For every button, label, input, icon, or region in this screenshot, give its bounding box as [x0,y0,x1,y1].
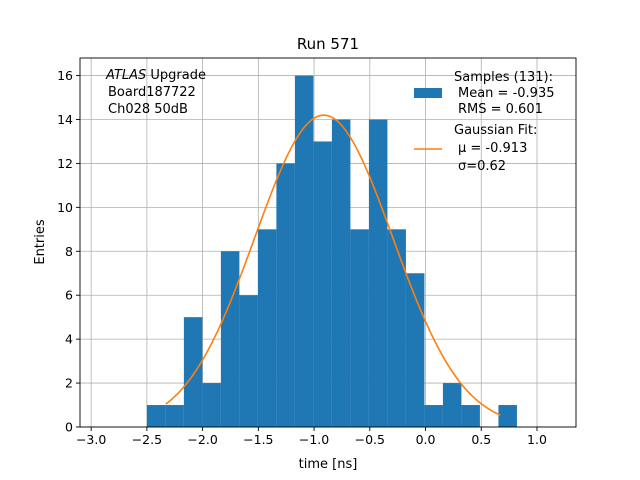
x-tick-label: −3.0 [76,432,106,447]
legend-bars-swatch [414,88,442,98]
y-tick-label: 4 [65,332,73,347]
histogram-bar [387,229,406,427]
x-tick-label: −1.0 [299,432,329,447]
legend: Samples (131): Mean = -0.935 RMS = 0.601… [414,70,554,174]
histogram-bar [165,405,184,427]
legend-samples-title: Samples (131): [454,70,553,85]
x-axis-label: time [ns] [299,457,358,472]
histogram-bar [331,119,351,427]
y-tick-label: 6 [65,288,73,303]
y-tick-label: 16 [57,68,73,83]
x-tick-label: −0.5 [355,432,385,447]
histogram-bar [498,405,517,427]
legend-fit-sigma: σ=0.62 [458,159,506,174]
histogram-bar [313,141,332,427]
y-tick-label: 8 [65,244,73,259]
histogram-bar [442,383,462,427]
plot-frame [79,57,577,428]
chart-title: Run 571 [297,35,359,53]
legend-samples-mean: Mean = -0.935 [458,86,554,101]
annotation-line-1-rest: Upgrade [146,68,206,83]
x-tick-label: −2.0 [187,432,217,447]
x-tick-label: −2.5 [132,432,162,447]
y-tick-label: 2 [65,376,73,391]
y-tick-label: 0 [65,420,73,435]
legend-samples-rms: RMS = 0.601 [458,102,543,117]
histogram-bar [294,75,314,428]
histogram-bars [146,75,517,428]
x-tick-label: −1.5 [243,432,273,447]
y-tick-label: 14 [57,112,73,127]
histogram-bar [202,383,221,427]
x-axis-ticks: −3.0 −2.5 −2.0 −1.5 −1.0 −0.5 0.0 0.5 1.0 [76,427,547,447]
x-tick-label: 0.5 [471,432,491,447]
annotation-box: ATLAS Upgrade Board187722 Ch028 50dB [105,68,206,117]
histogram-bar [350,229,369,427]
y-axis-label: Entries [33,219,48,265]
x-tick-label: 0.0 [416,432,436,447]
x-tick-label: 1.0 [527,432,547,447]
annotation-line-3: Ch028 50dB [108,102,188,117]
legend-fit-mu: μ = -0.913 [458,141,527,156]
y-tick-label: 10 [57,200,73,215]
histogram-bar [239,295,258,427]
histogram-bar [461,405,480,427]
annotation-line-1: ATLAS Upgrade [105,68,206,83]
histogram-bar [368,119,388,427]
histogram-bar [424,405,443,427]
histogram-bar [183,317,203,427]
histogram-bar [146,405,166,427]
gaussian-fit-curve [165,114,501,416]
histogram-bar [257,229,277,427]
legend-fit-title: Gaussian Fit: [454,123,537,138]
histogram-bar [405,273,425,427]
annotation-italic: ATLAS [105,68,146,83]
annotation-line-2: Board187722 [108,85,196,100]
histogram-bar [220,251,240,427]
histogram-bar [276,163,295,427]
y-tick-label: 12 [57,156,73,171]
y-axis-ticks: 0 2 4 6 8 10 12 14 16 [57,68,80,435]
